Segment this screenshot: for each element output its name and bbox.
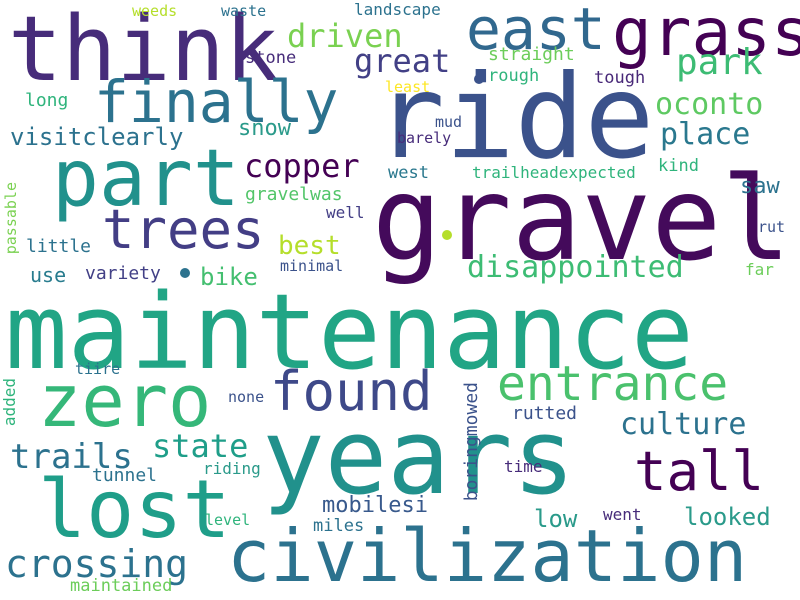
word-trees: trees bbox=[102, 198, 265, 261]
dot-marker bbox=[442, 230, 452, 240]
word-west: west bbox=[388, 163, 429, 183]
word-gravelwas: gravelwas bbox=[245, 184, 343, 205]
word-best: best bbox=[278, 231, 341, 261]
word-well: well bbox=[326, 203, 365, 222]
word-saw: saw bbox=[740, 174, 780, 199]
dot-marker bbox=[180, 268, 190, 278]
word-trailheadexpected: trailheadexpected bbox=[472, 163, 636, 182]
word-landscape: landscape bbox=[354, 0, 441, 19]
word-rough: rough bbox=[488, 66, 540, 86]
word-tunnel: tunnel bbox=[92, 465, 158, 486]
word-oconto: oconto bbox=[655, 87, 764, 122]
word-lost: lost bbox=[38, 463, 231, 556]
word-time: time bbox=[504, 457, 543, 476]
word-rut: rut bbox=[758, 218, 786, 236]
word-great: great bbox=[354, 42, 451, 80]
word-driven: driven bbox=[287, 17, 403, 55]
word-added: added bbox=[0, 378, 19, 427]
word-tall: tall bbox=[634, 440, 765, 503]
word-place: place bbox=[660, 117, 751, 152]
dot-marker bbox=[474, 74, 484, 84]
word-level: level bbox=[205, 511, 251, 529]
word-variety: variety bbox=[85, 263, 161, 284]
word-civilization: civilization bbox=[227, 514, 748, 598]
word-culture: culture bbox=[620, 407, 747, 442]
word-barely: barely bbox=[397, 129, 452, 147]
word-disappointed: disappointed bbox=[467, 250, 684, 285]
word-zero: zero bbox=[38, 359, 212, 443]
word-tiire: tiire bbox=[75, 360, 121, 378]
word-east: east bbox=[466, 0, 606, 63]
word-found: found bbox=[270, 360, 433, 423]
word-far: far bbox=[745, 260, 774, 279]
word-entrance: entrance bbox=[497, 356, 729, 412]
word-ride: ride bbox=[375, 50, 655, 185]
word-minimal: minimal bbox=[280, 257, 344, 275]
word-snow: snow bbox=[238, 116, 291, 141]
word-least: least bbox=[385, 78, 431, 96]
word-looked: looked bbox=[684, 503, 771, 531]
word-crossing: crossing bbox=[5, 542, 189, 586]
word-boringmowed: boringmowed bbox=[461, 382, 482, 502]
word-kind: kind bbox=[658, 156, 699, 176]
word-think: think bbox=[8, 0, 279, 102]
word-park: park bbox=[676, 42, 763, 83]
word-little: little bbox=[26, 236, 92, 257]
word-use: use bbox=[30, 263, 67, 287]
word-weeds: weeds bbox=[132, 2, 178, 20]
word-went: went bbox=[603, 505, 642, 524]
word-mud: mud bbox=[435, 113, 463, 131]
word-rutted: rutted bbox=[512, 403, 578, 424]
word-none: none bbox=[228, 388, 265, 406]
word-maintenance: maintenance bbox=[5, 271, 694, 393]
word-passable: passable bbox=[2, 182, 20, 255]
word-part: part bbox=[52, 134, 240, 224]
word-trails: trails bbox=[10, 437, 133, 477]
word-maintained: maintained bbox=[70, 576, 173, 596]
word-years: years bbox=[262, 396, 576, 518]
word-riding: riding bbox=[203, 459, 261, 478]
word-visitclearly: visitclearly bbox=[10, 123, 184, 151]
word-tough: tough bbox=[594, 68, 646, 88]
word-bike: bike bbox=[200, 263, 258, 291]
word-grass: grass bbox=[612, 0, 800, 71]
word-miles: miles bbox=[313, 516, 365, 536]
word-state: state bbox=[152, 427, 249, 465]
word-finally: finally bbox=[94, 68, 339, 136]
word-low: low bbox=[534, 505, 578, 533]
word-gravel: gravel bbox=[372, 152, 792, 287]
word-copper: copper bbox=[244, 147, 360, 185]
word-stone: stone bbox=[245, 48, 297, 68]
word-mobilesi: mobilesi bbox=[322, 493, 428, 518]
word-long: long bbox=[25, 90, 69, 111]
word-waste: waste bbox=[221, 2, 267, 20]
word-straight: straight bbox=[488, 44, 575, 65]
